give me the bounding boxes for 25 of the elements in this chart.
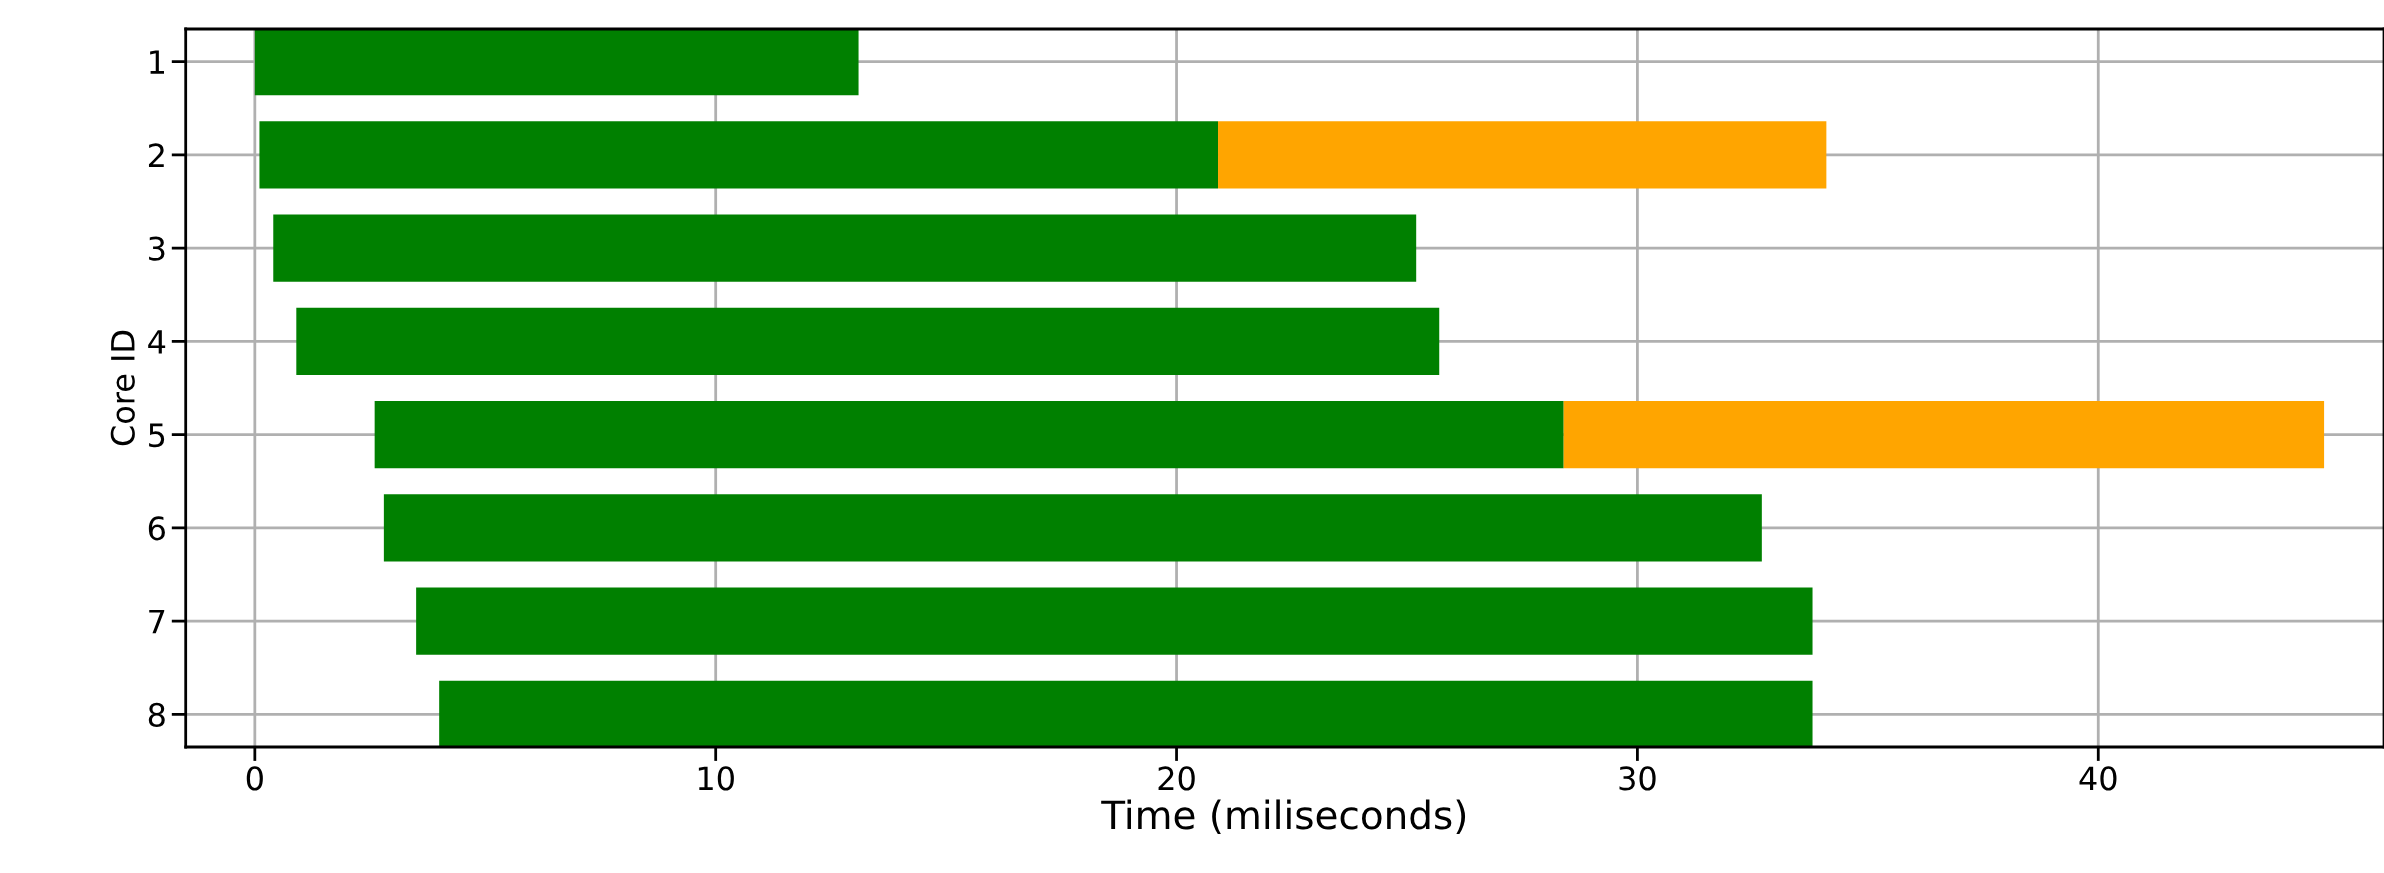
y-tick-label: 3 [149, 236, 165, 261]
y-tick-label: 8 [148, 702, 165, 727]
bar [259, 121, 1219, 189]
x-tick-label: 10 [698, 766, 734, 791]
x-tick-label: 20 [1158, 766, 1195, 791]
y-tick-label: 7 [149, 609, 165, 634]
bar [273, 214, 1417, 282]
y-tick-label: 1 [150, 50, 164, 74]
bar [1218, 121, 1827, 189]
x-tick-label: 30 [1619, 766, 1656, 791]
bar [439, 680, 1813, 747]
y-axis-title: Core ID [110, 330, 135, 446]
bar [254, 29, 859, 96]
bar [383, 494, 1762, 562]
x-axis-title: Time (miliseconds) [1101, 799, 1466, 835]
y-tick-label: 4 [148, 330, 166, 354]
bar [416, 587, 1813, 655]
x-tick-label: 0 [246, 766, 263, 791]
y-tick-label: 6 [148, 516, 165, 541]
bar [374, 401, 1564, 469]
bar [296, 307, 1440, 375]
y-tick-label: 5 [149, 423, 165, 448]
bar [1563, 401, 2325, 469]
y-tick-label: 2 [148, 143, 164, 168]
x-tick-label: 40 [2079, 766, 2117, 791]
